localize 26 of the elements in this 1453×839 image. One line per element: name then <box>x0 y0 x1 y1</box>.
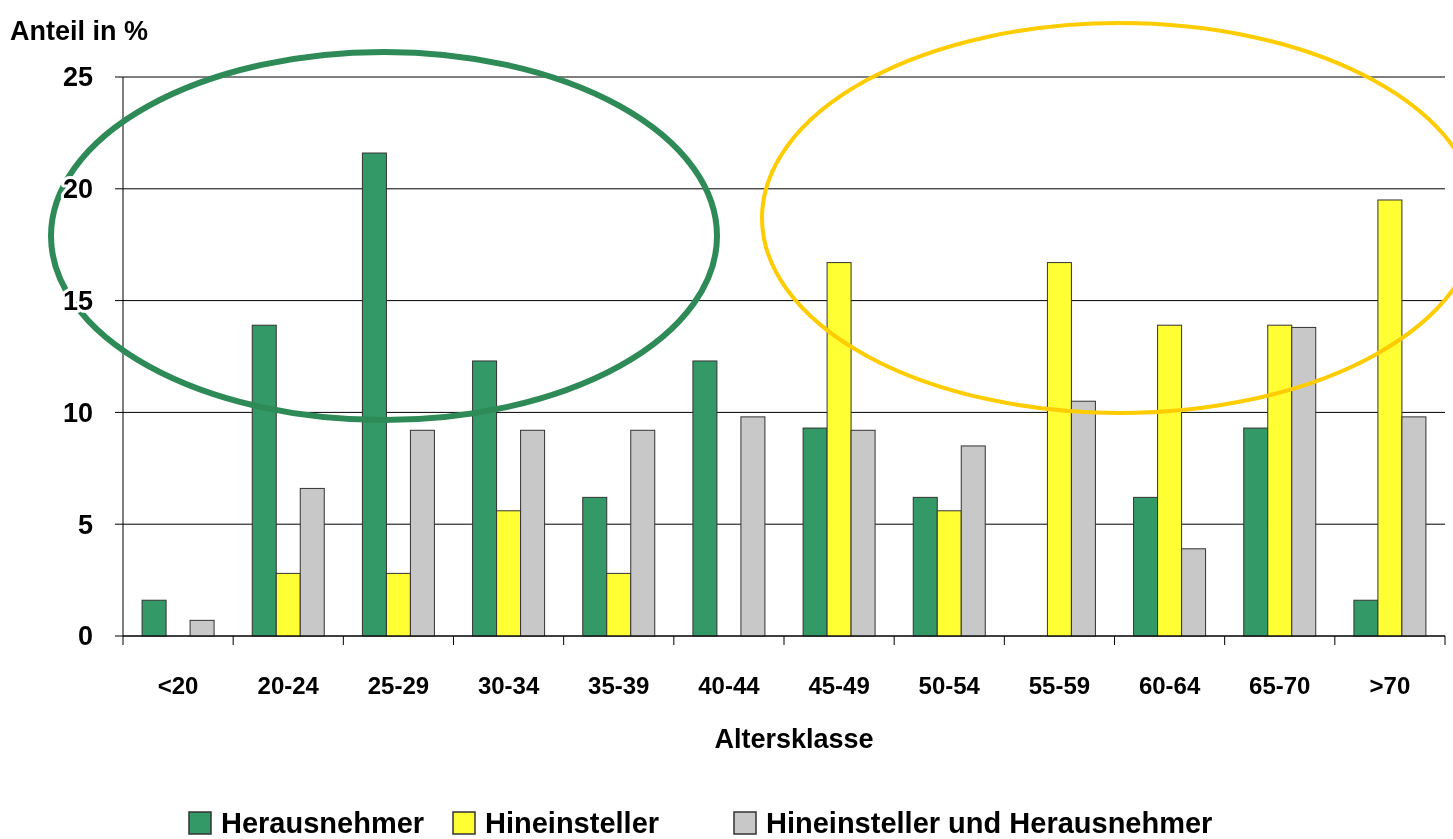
x-tick-label: 40-44 <box>698 672 761 699</box>
x-tick-label: 35-39 <box>588 672 650 699</box>
bar <box>189 619 215 637</box>
legend-label: Hineinsteller und Herausnehmer <box>766 807 1213 839</box>
y-tick-label: 20 <box>62 174 93 205</box>
x-tick-label: 30-34 <box>477 672 540 699</box>
x-tick-label: <20 <box>157 672 199 699</box>
legend-label: Herausnehmer <box>221 807 425 839</box>
x-tick-label: 20-24 <box>257 672 320 699</box>
x-tick-label: 25-29 <box>367 672 430 699</box>
y-tick-label: 0 <box>77 621 93 652</box>
x-tick-label: >70 <box>1369 672 1411 699</box>
y-tick-label: 10 <box>62 397 93 428</box>
y-tick-label: 25 <box>62 62 93 93</box>
x-tick-label: 55-59 <box>1028 672 1091 699</box>
x-axis-title: Altersklasse <box>714 724 874 754</box>
x-tick-label: 60-64 <box>1138 672 1201 699</box>
y-tick-label: 5 <box>77 509 93 540</box>
bar <box>692 360 718 637</box>
x-tick-label: 65-70 <box>1249 672 1311 699</box>
legend-label: Hineinsteller <box>485 807 660 839</box>
y-axis-title: Anteil in % <box>10 16 149 46</box>
bar <box>740 416 766 637</box>
x-tick-label: 50-54 <box>918 672 981 699</box>
x-tick-label: 45-49 <box>808 672 870 699</box>
bar <box>141 599 167 637</box>
